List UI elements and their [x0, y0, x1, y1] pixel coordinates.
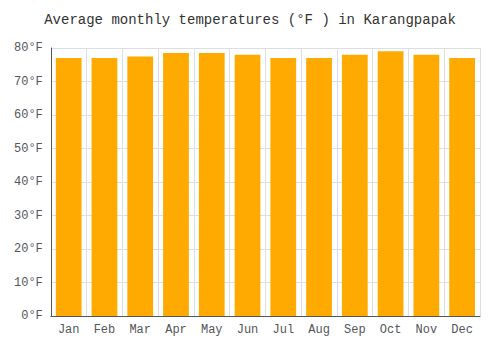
- svg-text:Mar: Mar: [129, 323, 151, 337]
- svg-text:80°F: 80°F: [14, 41, 43, 55]
- svg-text:60°F: 60°F: [14, 108, 43, 122]
- svg-text:Apr: Apr: [165, 323, 187, 337]
- svg-text:Average monthly temperatures (: Average monthly temperatures (°F ) in Ka…: [44, 12, 456, 28]
- svg-text:Feb: Feb: [94, 323, 116, 337]
- svg-text:50°F: 50°F: [14, 142, 43, 156]
- svg-text:40°F: 40°F: [14, 175, 43, 189]
- svg-text:Aug: Aug: [308, 323, 330, 337]
- svg-text:Dec: Dec: [451, 323, 473, 337]
- svg-text:Jun: Jun: [237, 323, 259, 337]
- svg-text:10°F: 10°F: [14, 276, 43, 290]
- svg-text:30°F: 30°F: [14, 209, 43, 223]
- svg-text:Oct: Oct: [380, 323, 402, 337]
- svg-text:0°F: 0°F: [21, 309, 43, 323]
- svg-text:20°F: 20°F: [14, 242, 43, 256]
- svg-text:Jan: Jan: [58, 323, 80, 337]
- svg-text:70°F: 70°F: [14, 75, 43, 89]
- svg-text:May: May: [201, 323, 223, 337]
- svg-text:Nov: Nov: [416, 323, 438, 337]
- svg-text:Sep: Sep: [344, 323, 366, 337]
- svg-text:Jul: Jul: [272, 323, 294, 337]
